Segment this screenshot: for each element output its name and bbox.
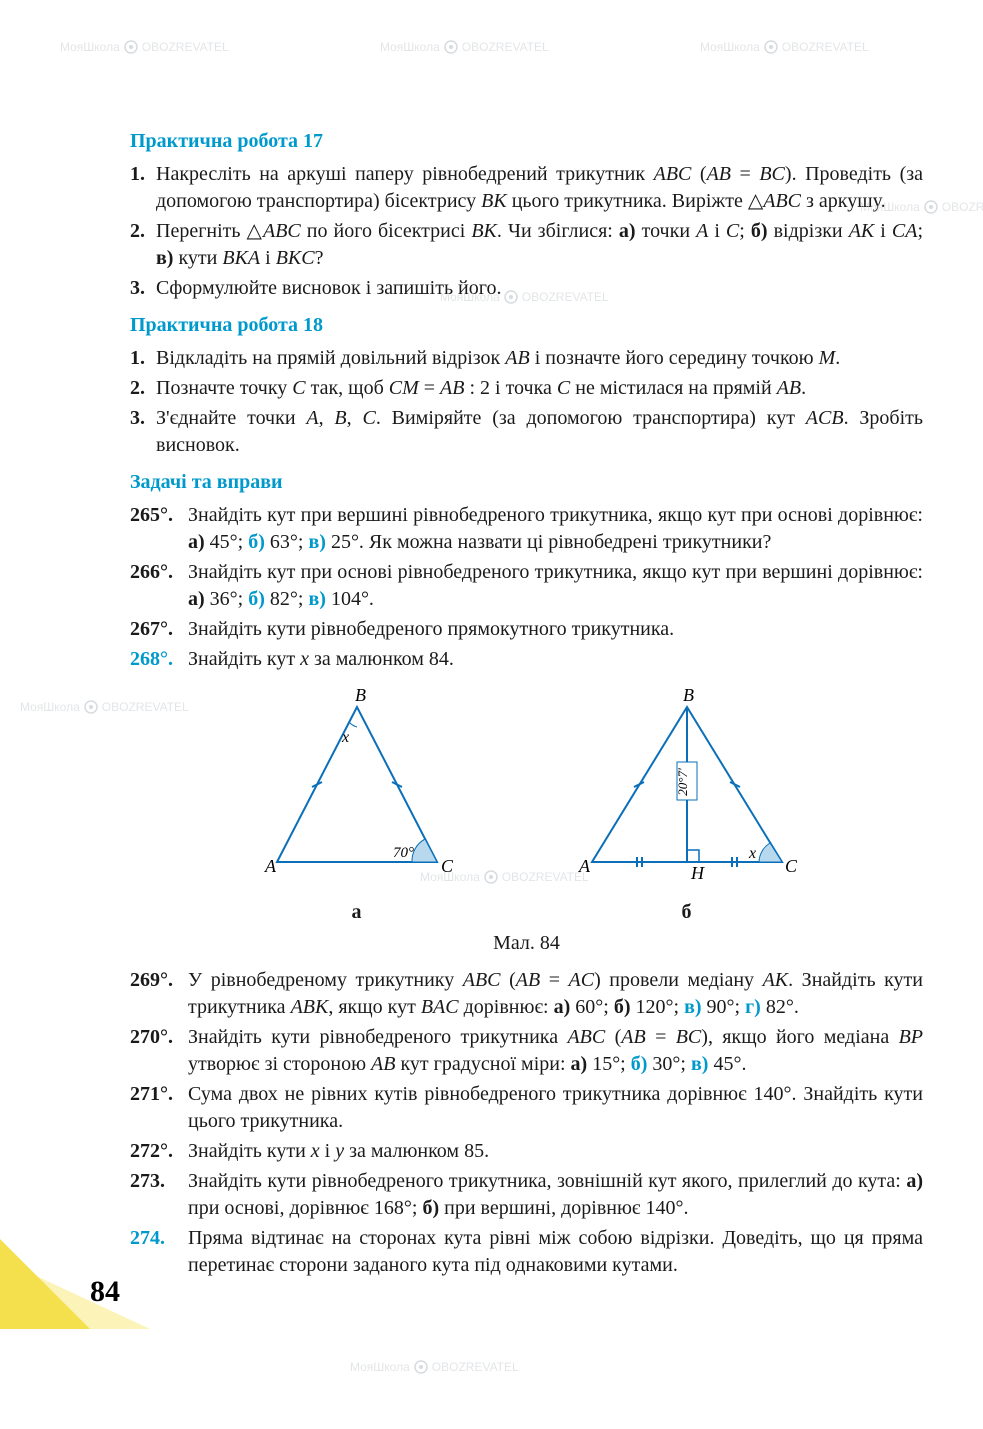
exercise-number: 265°. bbox=[130, 502, 188, 556]
exercise-number: 271°. bbox=[130, 1081, 188, 1135]
page-number: 84 bbox=[90, 1275, 120, 1309]
vertex-b: B bbox=[683, 687, 694, 705]
exercise-text: Знайдіть кути рівнобедреного трикутника … bbox=[188, 1024, 923, 1078]
item-number: 2. bbox=[130, 218, 156, 272]
exercise-number: 268°. bbox=[130, 646, 188, 673]
section-heading-pr17: Практична робота 17 bbox=[130, 128, 923, 155]
exercise-text: Знайдіть кут x за малюнком 84. bbox=[188, 646, 923, 673]
figure-84b: x 20°7' B A C H б bbox=[577, 687, 797, 926]
section-heading-pr18: Практична робота 18 bbox=[130, 312, 923, 339]
item-text: Позначте точку C так, щоб CM = AB : 2 і … bbox=[156, 375, 923, 402]
exercise-item: 265°. Знайдіть кут при вершині рівнобедр… bbox=[130, 502, 923, 556]
exercise-item: 269°. У рівнобедреному трикутнику ABC (A… bbox=[130, 967, 923, 1021]
item-number: 3. bbox=[130, 275, 156, 302]
exercise-number: 272°. bbox=[130, 1138, 188, 1165]
exercises-list: 265°. Знайдіть кут при вершині рівнобедр… bbox=[130, 502, 923, 673]
angle-x-label: x bbox=[748, 845, 756, 862]
item-text: Перегніть △ABC по його бісектрисі BK. Чи… bbox=[156, 218, 923, 272]
exercise-number: 266°. bbox=[130, 559, 188, 613]
exercise-text: У рівнобедреному трикутнику ABC (AB = AC… bbox=[188, 967, 923, 1021]
vertex-c: C bbox=[441, 856, 454, 876]
item-number: 2. bbox=[130, 375, 156, 402]
exercise-item: 271°. Сума двох не рівних кутів рівнобед… bbox=[130, 1081, 923, 1135]
list-item: 3. З'єднайте точки A, B, C. Виміряйте (з… bbox=[130, 405, 923, 459]
pr18-list: 1. Відкладіть на прямій довільний відріз… bbox=[130, 345, 923, 459]
exercise-text: Сума двох не рівних кутів рівнобедреного… bbox=[188, 1081, 923, 1135]
figure-caption: Мал. 84 bbox=[130, 930, 923, 957]
item-number: 1. bbox=[130, 161, 156, 215]
item-number: 1. bbox=[130, 345, 156, 372]
vertex-a: A bbox=[264, 856, 277, 876]
list-item: 2. Позначте точку C так, щоб CM = AB : 2… bbox=[130, 375, 923, 402]
vertex-a: A bbox=[578, 856, 591, 876]
exercise-text: Знайдіть кути рівнобедреного прямокутног… bbox=[188, 616, 923, 643]
exercise-text: Знайдіть кути x і y за малюнком 85. bbox=[188, 1138, 923, 1165]
pr17-list: 1. Накресліть на аркуші паперу рівнобедр… bbox=[130, 161, 923, 302]
exercise-text: Знайдіть кути рівнобедреного трикутника,… bbox=[188, 1168, 923, 1222]
item-text: З'єднайте точки A, B, C. Виміряйте (за д… bbox=[156, 405, 923, 459]
figure-84: x 70° B A C а bbox=[130, 687, 923, 926]
angle-70-label: 70° bbox=[393, 845, 414, 861]
exercise-number: 267°. bbox=[130, 616, 188, 643]
figure-sub-b: б bbox=[577, 899, 797, 926]
exercise-text: Знайдіть кут при вершині рівнобедреного … bbox=[188, 502, 923, 556]
exercise-text: Знайдіть кут при основі рівнобедреного т… bbox=[188, 559, 923, 613]
list-item: 3. Сформулюйте висновок і запишіть його. bbox=[130, 275, 923, 302]
list-item: 1. Відкладіть на прямій довільний відріз… bbox=[130, 345, 923, 372]
list-item: 1. Накресліть на аркуші паперу рівнобедр… bbox=[130, 161, 923, 215]
figure-84a: x 70° B A C а bbox=[257, 687, 457, 926]
watermark-icon: МояШкола OBOZREVATEL bbox=[350, 1360, 519, 1374]
exercise-number: 273. bbox=[130, 1168, 188, 1222]
item-text: Накресліть на аркуші паперу рівнобедрени… bbox=[156, 161, 923, 215]
exercise-item: 270°. Знайдіть кути рівнобедреного трику… bbox=[130, 1024, 923, 1078]
corner-decoration-icon bbox=[0, 1239, 90, 1329]
length-label: 20°7' bbox=[675, 768, 690, 796]
item-text: Відкладіть на прямій довільний відрізок … bbox=[156, 345, 923, 372]
exercises-list-2: 269°. У рівнобедреному трикутнику ABC (A… bbox=[130, 967, 923, 1279]
angle-x-label: x bbox=[341, 729, 349, 746]
exercise-text: Пряма відтинає на сторонах кута рівні мі… bbox=[188, 1225, 923, 1279]
exercise-item: 268°. Знайдіть кут x за малюнком 84. bbox=[130, 646, 923, 673]
list-item: 2. Перегніть △ABC по його бісектрисі BK.… bbox=[130, 218, 923, 272]
item-number: 3. bbox=[130, 405, 156, 459]
section-heading-exercises: Задачі та вправи bbox=[130, 469, 923, 496]
exercise-item: 273. Знайдіть кути рівнобедреного трикут… bbox=[130, 1168, 923, 1222]
textbook-page: Практична робота 17 1. Накресліть на арк… bbox=[0, 0, 983, 1329]
exercise-item: 272°. Знайдіть кути x і y за малюнком 85… bbox=[130, 1138, 923, 1165]
vertex-b: B bbox=[355, 687, 366, 705]
exercise-item: 274. Пряма відтинає на сторонах кута рів… bbox=[130, 1225, 923, 1279]
exercise-item: 267°. Знайдіть кути рівнобедреного прямо… bbox=[130, 616, 923, 643]
figure-sub-a: а bbox=[257, 899, 457, 926]
item-text: Сформулюйте висновок і запишіть його. bbox=[156, 275, 923, 302]
vertex-h: H bbox=[690, 863, 705, 883]
exercise-number: 270°. bbox=[130, 1024, 188, 1078]
exercise-item: 266°. Знайдіть кут при основі рівнобедре… bbox=[130, 559, 923, 613]
vertex-c: C bbox=[785, 856, 797, 876]
exercise-number: 269°. bbox=[130, 967, 188, 1021]
